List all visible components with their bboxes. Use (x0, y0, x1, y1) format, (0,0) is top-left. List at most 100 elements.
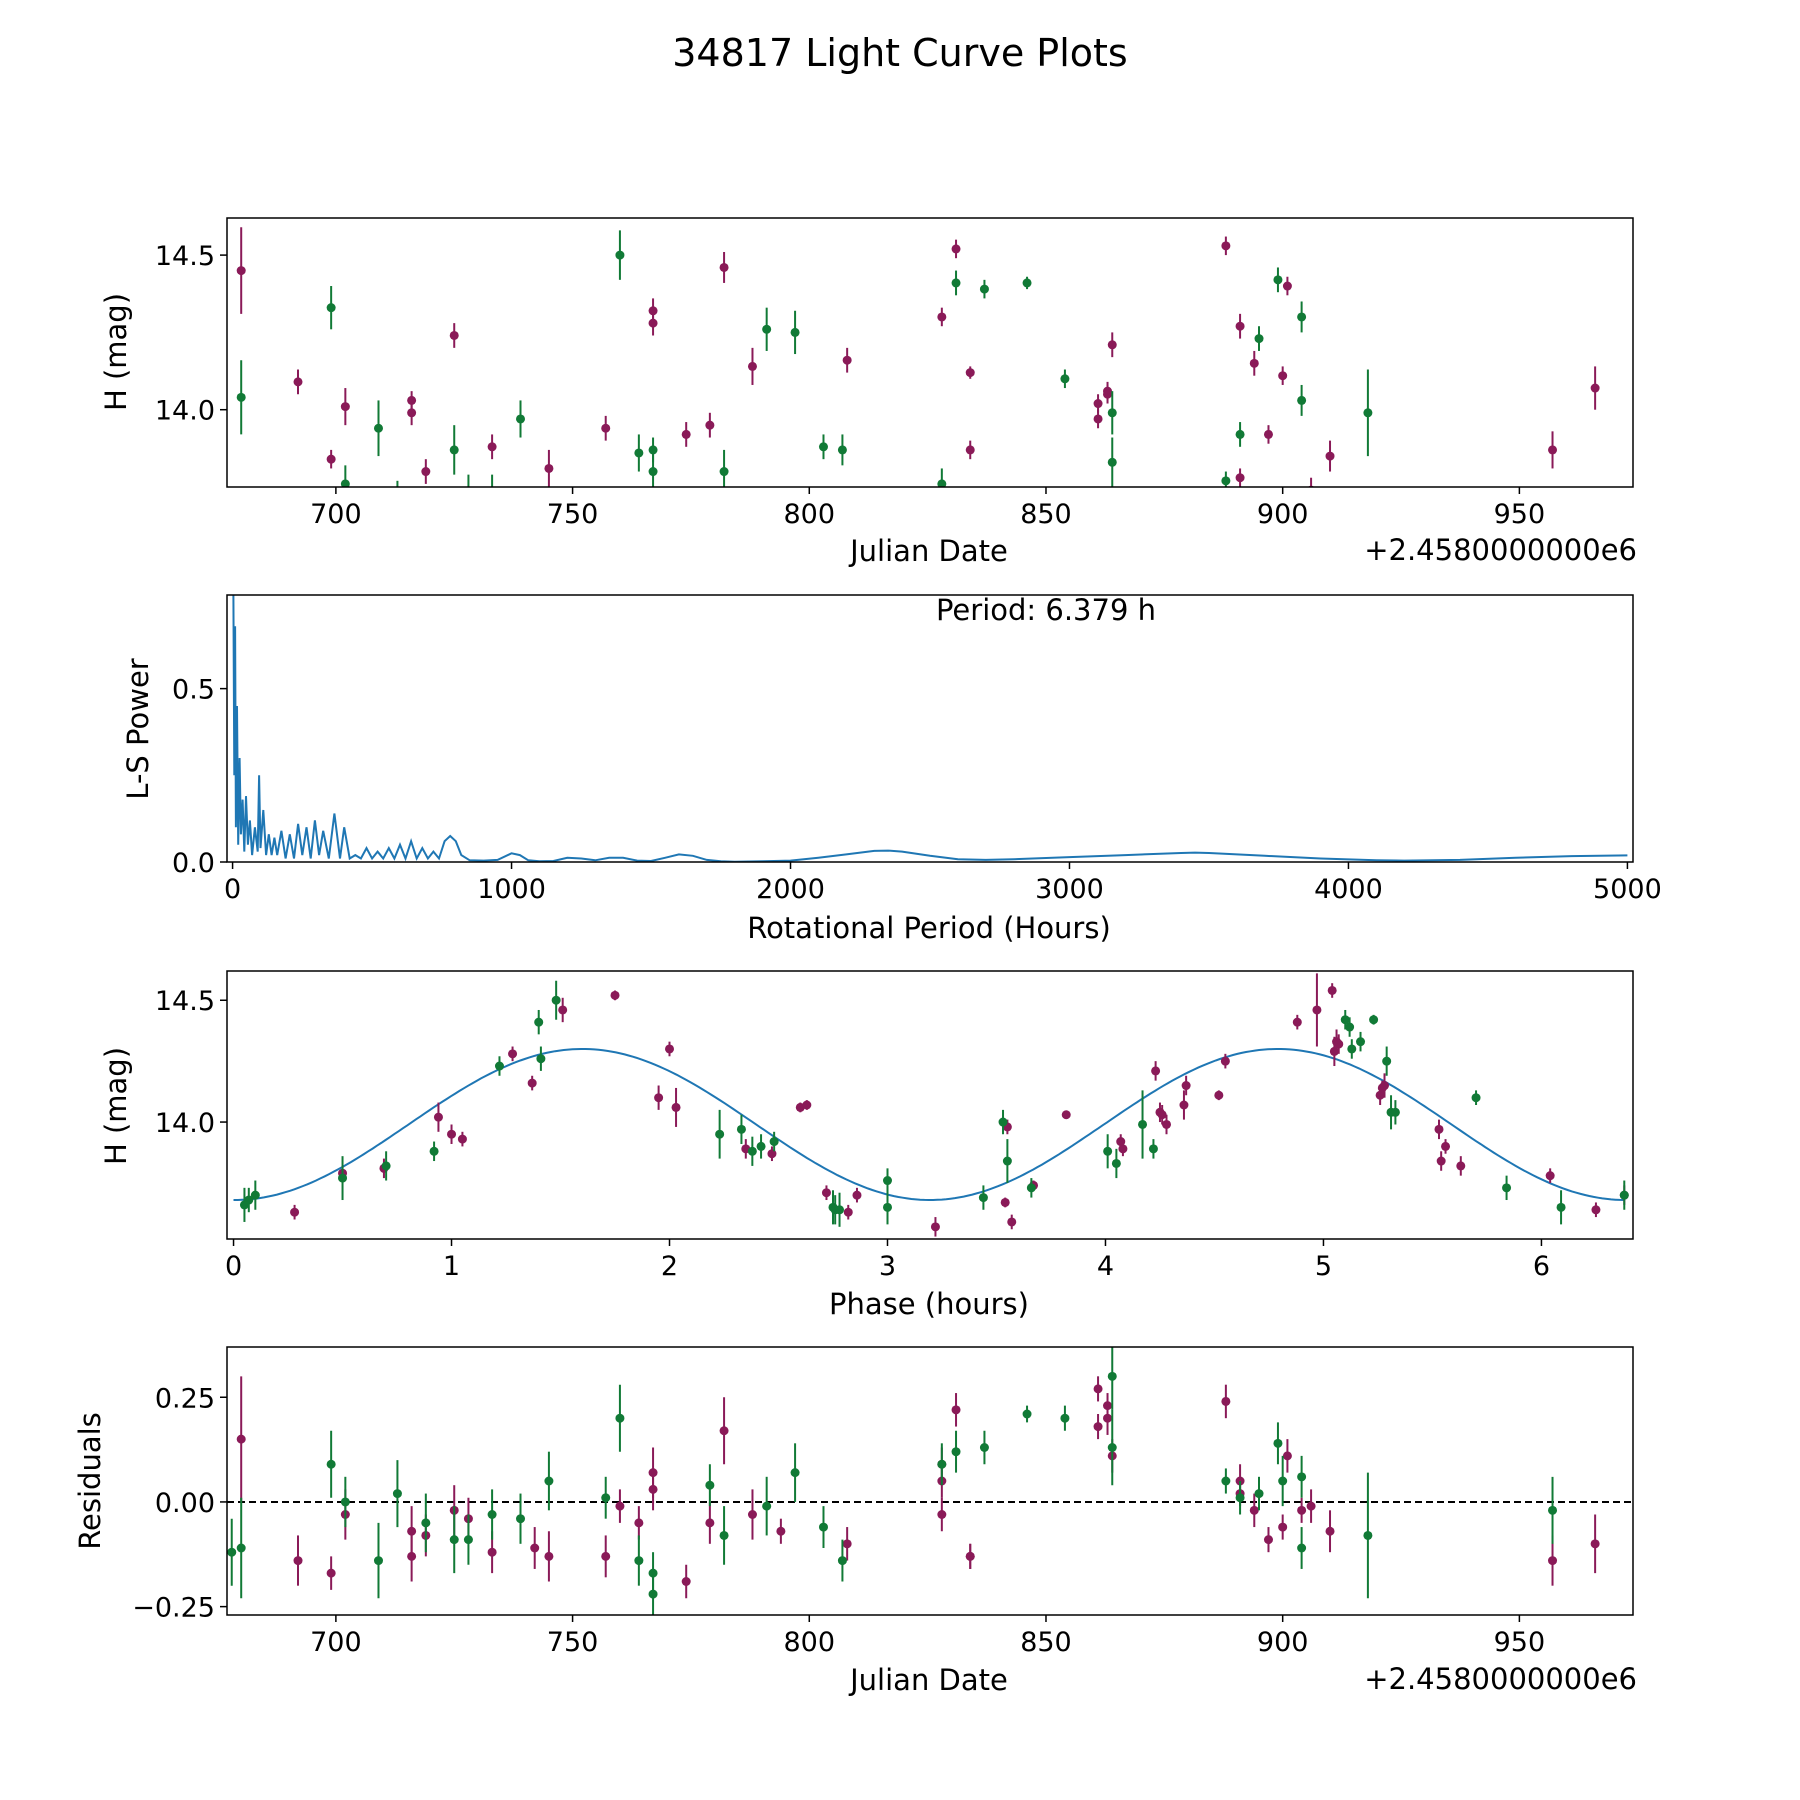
lightcurve-xtick-label: 900 (1257, 499, 1309, 530)
lightcurve-point-band-b (937, 479, 947, 487)
residuals-point-band-a (1548, 1556, 1558, 1566)
lightcurve-point-band-a (1263, 429, 1273, 439)
phased-point-band-b (882, 1176, 892, 1186)
residuals-point-band-b (937, 1459, 947, 1469)
residuals-point-band-a (965, 1551, 975, 1561)
lightcurve-panel: Julian Date H (mag) +2.4580000000e6 700 7… (99, 217, 1642, 568)
residuals-point-band-a (1297, 1505, 1307, 1515)
phased-point-band-a (1157, 1110, 1167, 1120)
residuals-point-band-b (762, 1501, 772, 1511)
residuals-xtick-label: 750 (547, 1627, 599, 1658)
phased-point-band-b (715, 1129, 725, 1139)
lightcurve-point-band-a (340, 402, 350, 412)
phased-point-band-a (767, 1149, 777, 1159)
residuals-xtick-label: 700 (310, 1627, 362, 1658)
lightcurve-point-band-a (1249, 358, 1259, 368)
phased-point-band-b (1390, 1107, 1400, 1117)
phased-point-band-b (338, 1173, 348, 1183)
residuals-point-band-a (681, 1577, 691, 1586)
residuals-point-band-a (1263, 1535, 1273, 1545)
residuals-point-band-a (1282, 1451, 1292, 1461)
lightcurve-plot-area (236, 227, 1642, 547)
phased-xtick-label: 5 (1315, 1251, 1332, 1282)
lightcurve-point-band-a (421, 467, 431, 477)
residuals-point-band-a (648, 1484, 658, 1494)
phased-point-band-a (433, 1112, 443, 1122)
phased-point-band-b (998, 1117, 1008, 1127)
residuals-xtick-label: 800 (784, 1627, 836, 1658)
lightcurve-point-band-a (1093, 414, 1103, 424)
residuals-xtick-label: 850 (1020, 1627, 1072, 1658)
lightcurve-point-band-a (487, 442, 497, 452)
lightcurve-axes-frame (226, 217, 1634, 488)
phased-point-band-b (1356, 1037, 1366, 1047)
residuals-point-band-a (293, 1556, 303, 1566)
residuals-point-band-a (1278, 1522, 1288, 1532)
residuals-point-band-b (1297, 1543, 1307, 1553)
lightcurve-point-band-a (634, 538, 643, 547)
lightcurve-point-band-a (407, 408, 417, 418)
lightcurve-xlabel: Julian Date (848, 534, 1008, 568)
phased-point-band-a (654, 1093, 664, 1103)
residuals-point-band-b (601, 1493, 611, 1503)
lightcurve-point-band-b (1060, 374, 1070, 384)
phased-point-band-b (250, 1190, 260, 1200)
phased-point-band-b (1347, 1044, 1357, 1054)
residuals-point-band-a (1093, 1422, 1103, 1432)
lightcurve-point-band-b (421, 517, 430, 526)
residuals-point-band-b (449, 1535, 459, 1545)
phased-point-band-a (852, 1190, 862, 1200)
phased-point-band-a (290, 1207, 300, 1217)
phased-point-band-b (381, 1161, 391, 1171)
lightcurve-point-band-b (1548, 517, 1557, 526)
lightcurve-point-band-a (1633, 387, 1642, 396)
periodogram-xtick-label: 0 (224, 874, 241, 905)
lightcurve-point-band-b (1273, 275, 1283, 285)
phased-point-band-a (1181, 1081, 1191, 1091)
residuals-point-band-a (719, 1426, 729, 1436)
residuals-xtick-label: 950 (1494, 1627, 1546, 1658)
phased-point-band-b (736, 1124, 746, 1134)
lightcurve-point-band-a (1221, 241, 1231, 251)
lightcurve-point-band-a (719, 262, 729, 272)
lightcurve-point-band-b (326, 303, 336, 313)
periodogram-xlabel: Rotational Period (Hours) (747, 911, 1111, 945)
residuals-point-band-b (1254, 1489, 1264, 1499)
lightcurve-xtick-label: 750 (547, 499, 599, 530)
lightcurve-point-band-b (979, 284, 989, 294)
phased-point-band-b (747, 1146, 757, 1156)
lightcurve-point-band-b (373, 423, 383, 433)
phased-point-band-a (1441, 1141, 1451, 1151)
phased-point-band-a (1434, 1124, 1444, 1134)
lightcurve-ytick-label: 14.5 (155, 241, 215, 272)
periodogram-xtick-label: 3000 (1035, 874, 1104, 905)
residuals-point-band-b (951, 1447, 961, 1457)
lightcurve-point-band-a (681, 429, 691, 439)
residuals-plot-area (227, 1347, 1600, 1615)
phased-point-band-a (1061, 1110, 1071, 1120)
residuals-point-band-b (227, 1547, 237, 1557)
residuals-point-band-b (340, 1497, 350, 1507)
residuals-point-band-b (516, 1514, 526, 1524)
lightcurve-x-offset: +2.4580000000e6 (1364, 533, 1637, 567)
residuals-point-band-b (1363, 1530, 1373, 1540)
lightcurve-point-band-a (965, 368, 975, 378)
phased-point-band-a (1220, 1056, 1230, 1066)
phased-point-band-b (1148, 1144, 1158, 1154)
residuals-point-band-b (1060, 1413, 1070, 1423)
residuals-point-band-b (1273, 1438, 1283, 1448)
residuals-point-band-b (463, 1535, 473, 1545)
phased-point-band-b (429, 1146, 439, 1156)
phased-point-band-b (756, 1141, 766, 1151)
lightcurve-point-band-b (1297, 395, 1307, 405)
phased-point-band-b (1471, 1093, 1481, 1103)
phased-point-band-b (1556, 1202, 1566, 1212)
phased-point-band-b (1138, 1119, 1148, 1129)
phased-point-band-b (1369, 1015, 1379, 1025)
phased-point-band-a (508, 1049, 518, 1059)
residuals-point-band-a (544, 1551, 554, 1561)
phased-ytick-label: 14.0 (155, 1108, 215, 1139)
residuals-point-band-b (326, 1459, 336, 1469)
phased-point-band-a (665, 1044, 675, 1054)
